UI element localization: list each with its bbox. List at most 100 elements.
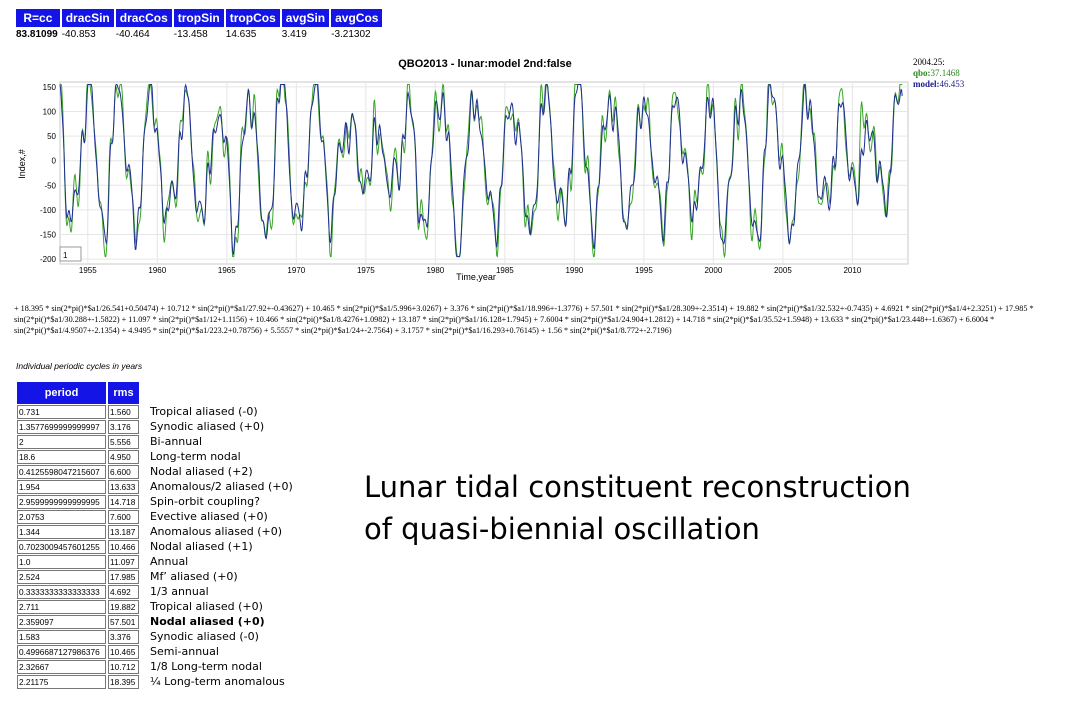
rms-cell[interactable]: 10.712 (108, 660, 139, 674)
period-cell[interactable]: 0.7023009457601255 (17, 540, 106, 554)
stats-header-4: tropCos (225, 9, 280, 27)
stats-header-1: dracSin (61, 9, 114, 27)
rms-cell[interactable]: 14.718 (108, 495, 139, 509)
stats-value-0: 83.81099 (16, 29, 58, 40)
stats-value-1: -40.853 (61, 29, 96, 40)
x-tick-label: 1985 (496, 266, 514, 275)
y-tick-label: 100 (43, 108, 57, 117)
table-row: 1.583 3.376 Synodic aliased (-0) (17, 630, 294, 644)
table-row: 2.32667 10.712 1/8 Long-term nodal (17, 660, 294, 674)
y-tick-label: -150 (40, 230, 57, 239)
y-tick-label: 50 (47, 132, 56, 141)
rms-cell[interactable]: 4.692 (108, 585, 139, 599)
rms-cell[interactable]: 7.600 (108, 510, 139, 524)
rms-cell[interactable]: 17.985 (108, 570, 139, 584)
x-tick-label: 1965 (218, 266, 236, 275)
cycle-description: 1/8 Long-term nodal (150, 660, 262, 673)
period-cell[interactable]: 0.4125598047215607 (17, 465, 106, 479)
period-cell[interactable]: 2.32667 (17, 660, 106, 674)
table-row: 1.0 11.097 Annual (17, 555, 294, 569)
period-cell[interactable]: 2.0753 (17, 510, 106, 524)
y-tick-label: 150 (43, 83, 57, 92)
table-row: 2.21175 18.395 ¼ Long-term anomalous (17, 675, 294, 689)
table-row: 1.954 13.633 Anomalous/2 aliased (+0) (17, 480, 294, 494)
chart-title: QBO2013 - lunar:model 2nd:false (398, 58, 572, 70)
cursor-box-label: 1 (63, 251, 68, 260)
period-cell[interactable]: 1.344 (17, 525, 106, 539)
cycle-description: Nodal aliased (+2) (150, 465, 253, 478)
period-cell[interactable]: 1.3577699999999997 (17, 420, 106, 434)
period-cell[interactable]: 2.711 (17, 600, 106, 614)
period-cell[interactable]: 2.359097 (17, 615, 106, 629)
readout-date: 2004.25: (913, 57, 945, 67)
rms-cell[interactable]: 3.176 (108, 420, 139, 434)
period-header[interactable]: period (17, 382, 106, 404)
period-cell[interactable]: 2.524 (17, 570, 106, 584)
rms-cell[interactable]: 13.187 (108, 525, 139, 539)
x-tick-labels: 1955 1960 1965 1970 1975 1980 1985 1990 1995 2000… (79, 266, 862, 275)
table-row: 0.731 1.560 Tropical aliased (-0) (17, 405, 294, 419)
cycle-description: Nodal aliased (+1) (150, 540, 253, 553)
rms-cell[interactable]: 4.950 (108, 450, 139, 464)
stats-value-3: -13.458 (173, 29, 208, 40)
rms-cell[interactable]: 1.560 (108, 405, 139, 419)
period-cell[interactable]: 2.9599999999999995 (17, 495, 106, 509)
cursor-box (59, 246, 82, 262)
stats-values-row: 83.81099 -40.853 -40.464 -13.458 14.635 3.419… (16, 27, 382, 40)
cycle-description: Tropical aliased (-0) (150, 405, 258, 418)
table-row: 2.524 17.985 Mf’ aliased (+0) (17, 570, 294, 584)
cycle-description: 1/3 annual (150, 585, 209, 598)
table-row: 2.0753 7.600 Evective aliased (+0) (17, 510, 294, 524)
y-tick-label: -50 (44, 181, 56, 190)
x-tick-label: 2010 (843, 266, 861, 275)
x-tick-label: 1970 (287, 266, 305, 275)
rms-cell[interactable]: 11.097 (108, 555, 139, 569)
cycle-description: Synodic aliased (+0) (150, 420, 265, 433)
rms-header[interactable]: rms (108, 382, 139, 404)
headline-line-1: Lunar tidal constituent reconstruction (364, 470, 911, 504)
rms-cell[interactable]: 13.633 (108, 480, 139, 494)
cycle-description: Bi-annual (150, 435, 203, 448)
cycle-description: Semi-annual (150, 645, 219, 658)
period-cell[interactable]: 1.954 (17, 480, 106, 494)
cycle-description: Long-term nodal (150, 450, 241, 463)
table-row: 18.6 4.950 Long-term nodal (17, 450, 294, 464)
table-row: 1.344 13.187 Anomalous aliased (+0) (17, 525, 294, 539)
period-cell[interactable]: 0.731 (17, 405, 106, 419)
x-tick-label: 1995 (635, 266, 653, 275)
period-cell[interactable]: 18.6 (17, 450, 106, 464)
model-equation: + 18.395 * sin(2*pi()*$a1/26.541+0.50474… (14, 304, 1034, 335)
stats-value-4: 14.635 (225, 29, 257, 40)
y-tick-label: -200 (40, 255, 57, 264)
chart-readout: 2004.25: qbo:37.1468 model:46.453 (913, 57, 964, 90)
rms-cell[interactable]: 57.501 (108, 615, 139, 629)
x-tick-label: 1980 (426, 266, 444, 275)
x-axis-label: Time,year (456, 272, 496, 282)
cycle-description: ¼ Long-term anomalous (150, 675, 285, 688)
period-cell[interactable]: 2.21175 (17, 675, 106, 689)
period-cell[interactable]: 1.583 (17, 630, 106, 644)
rms-cell[interactable]: 19.882 (108, 600, 139, 614)
chart-grid (59, 81, 909, 265)
series-lines (59, 83, 903, 259)
cycle-description: Annual (150, 555, 189, 568)
rms-cell[interactable]: 6.600 (108, 465, 139, 479)
rms-cell[interactable]: 5.556 (108, 435, 139, 449)
table-row: 2 5.556 Bi-annual (17, 435, 294, 449)
y-tick-label: 0 (52, 157, 57, 166)
qbo-chart: 150 100 50 0 -50 -100 -150 -200 1955 1960 1965 197… (17, 81, 909, 282)
stats-value-2: -40.464 (115, 29, 150, 40)
rms-cell[interactable]: 18.395 (108, 675, 139, 689)
rms-cell[interactable]: 10.465 (108, 645, 139, 659)
rms-cell[interactable]: 3.376 (108, 630, 139, 644)
plot-frame (59, 81, 909, 265)
cycles-caption: Individual periodic cycles in years (16, 361, 143, 371)
y-axis-label: Index,# (17, 149, 27, 179)
period-cell[interactable]: 0.3333333333333333 (17, 585, 106, 599)
period-cell[interactable]: 2 (17, 435, 106, 449)
stats-header-3: tropSin (173, 9, 224, 27)
period-cell[interactable]: 0.4996687127986376 (17, 645, 106, 659)
period-cell[interactable]: 1.0 (17, 555, 106, 569)
rms-cell[interactable]: 10.466 (108, 540, 139, 554)
x-tick-label: 2005 (774, 266, 792, 275)
